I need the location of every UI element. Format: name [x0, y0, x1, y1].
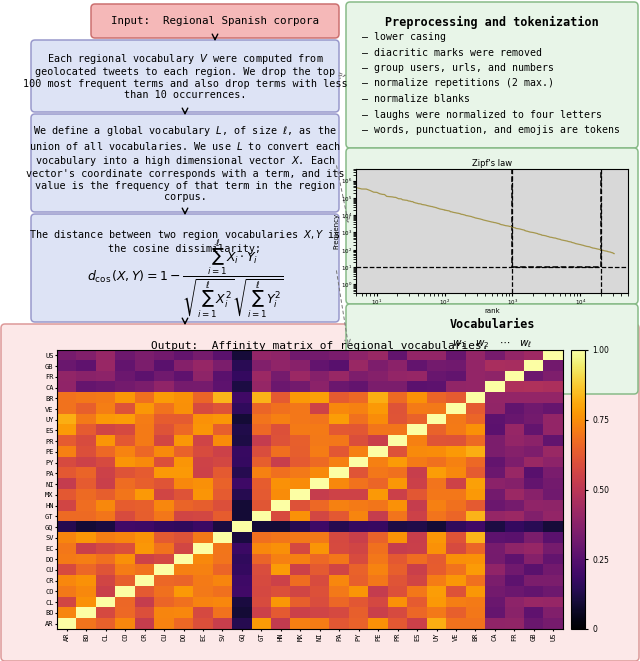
Text: – words, punctuation, and emojis are tokens: – words, punctuation, and emojis are tok… — [362, 125, 620, 135]
FancyBboxPatch shape — [31, 214, 339, 322]
Text: – normalize blanks: – normalize blanks — [362, 94, 470, 104]
FancyBboxPatch shape — [1, 324, 639, 661]
Text: $\vdots$: $\vdots$ — [468, 381, 476, 394]
Text: Output:  Affinity matrix of regional vocabularies.: Output: Affinity matrix of regional voca… — [151, 341, 489, 351]
Text: Input:  Regional Spanish corpora: Input: Regional Spanish corpora — [111, 16, 319, 26]
X-axis label: rank: rank — [484, 308, 500, 314]
Bar — [513, 169, 600, 267]
Text: $w_1 \quad w_2 \quad \cdots \quad w_\ell$: $w_1 \quad w_2 \quad \cdots \quad w_\ell… — [452, 338, 532, 350]
Text: $V_{AR} = f_1^{AR} \quad f_2^{AR} \quad \cdots \quad f_\ell^{AR}$: $V_{AR} = f_1^{AR} \quad f_2^{AR} \quad … — [434, 354, 550, 371]
Text: $\vdots$: $\vdots$ — [518, 381, 526, 394]
FancyBboxPatch shape — [346, 148, 638, 304]
Text: The distance between two region vocabularies $X,Y$ is
the cosine dissimilarity;: The distance between two region vocabula… — [29, 228, 341, 254]
Text: – lower casing: – lower casing — [362, 32, 446, 42]
Text: $V_{BO} = f_1^{BO} \quad f_2^{BO} \quad \cdots \quad f_\ell^{BO}$: $V_{BO} = f_1^{BO} \quad f_2^{BO} \quad … — [433, 368, 552, 385]
Text: Preprocessing and tokenization: Preprocessing and tokenization — [385, 16, 599, 29]
FancyBboxPatch shape — [346, 2, 638, 148]
Text: – group users, urls, and numbers: – group users, urls, and numbers — [362, 63, 554, 73]
FancyBboxPatch shape — [31, 40, 339, 112]
FancyBboxPatch shape — [346, 304, 638, 394]
Text: – diacritic marks were removed: – diacritic marks were removed — [362, 48, 542, 58]
FancyBboxPatch shape — [31, 114, 339, 212]
Y-axis label: Frequency: Frequency — [333, 213, 340, 249]
Text: $d_{\cos}(X,Y) = 1 - \dfrac{\sum_{i=1}^{\ell} X_i \cdot Y_i}{\sqrt{\sum_{i=1}^{\: $d_{\cos}(X,Y) = 1 - \dfrac{\sum_{i=1}^{… — [86, 237, 284, 319]
Text: – normalize repetitions (2 max.): – normalize repetitions (2 max.) — [362, 79, 554, 89]
Text: Vocabularies: Vocabularies — [449, 318, 535, 331]
Text: Each regional vocabulary $V$ were computed from
geolocated tweets to each region: Each regional vocabulary $V$ were comput… — [22, 52, 348, 100]
Text: – laughs were normalized to four letters: – laughs were normalized to four letters — [362, 110, 602, 120]
Text: We define a global vocabulary $L$, of size $\ell$, as the
union of all vocabular: We define a global vocabulary $L$, of si… — [26, 124, 344, 202]
Title: Zipf's law: Zipf's law — [472, 159, 512, 168]
FancyBboxPatch shape — [91, 4, 339, 38]
